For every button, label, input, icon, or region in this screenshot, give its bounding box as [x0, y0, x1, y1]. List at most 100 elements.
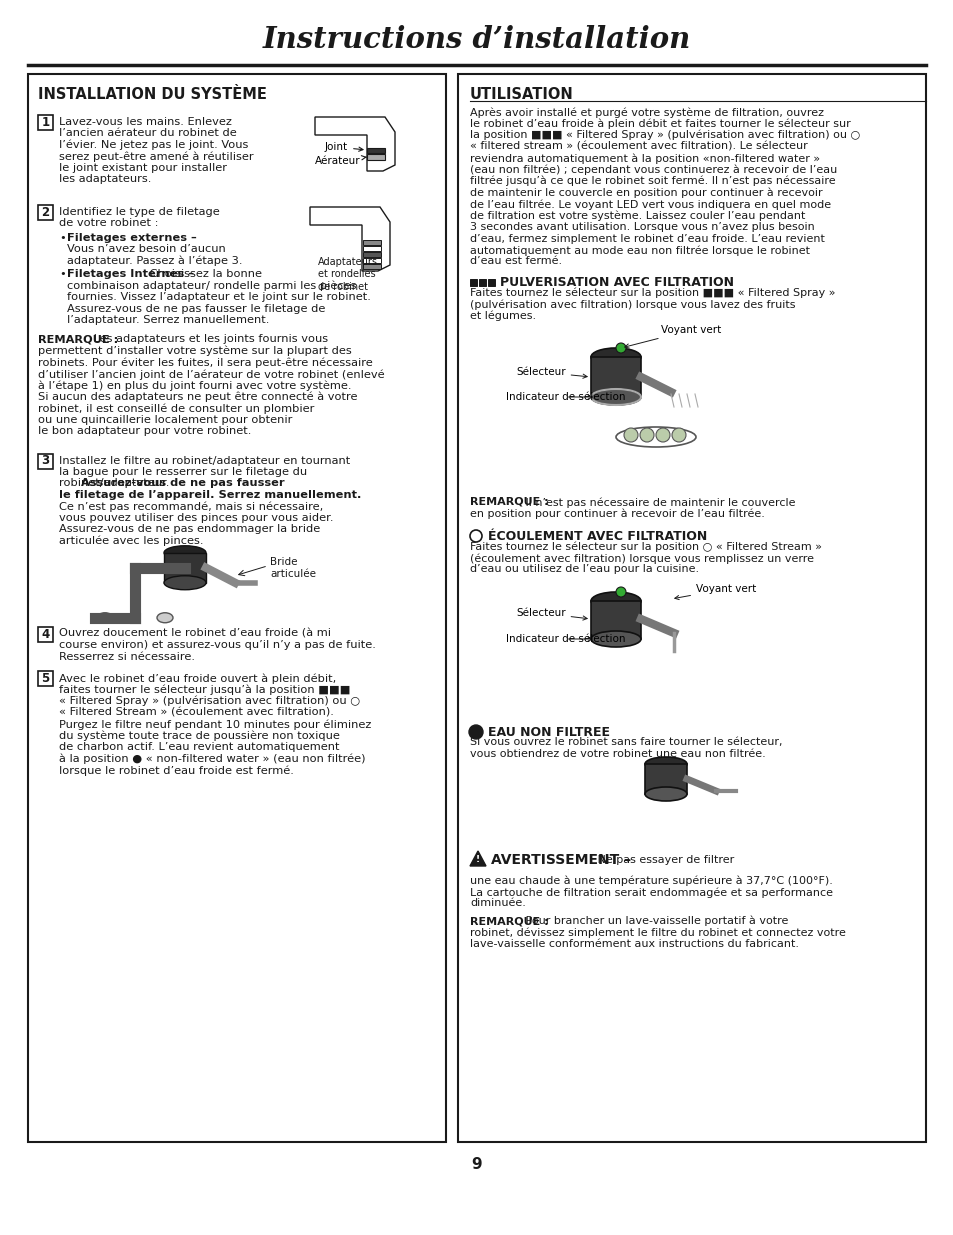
Ellipse shape	[590, 389, 640, 405]
Polygon shape	[470, 851, 485, 866]
Text: UTILISATION: UTILISATION	[470, 86, 573, 103]
Text: « filtered stream » (écoulement avec filtration). Le sélecteur: « filtered stream » (écoulement avec fil…	[470, 142, 807, 152]
Text: robinet, il est conseillé de consulter un plombier: robinet, il est conseillé de consulter u…	[38, 404, 314, 414]
Bar	[363, 252, 380, 257]
Circle shape	[671, 429, 685, 442]
Text: REMARQUE :: REMARQUE :	[470, 496, 548, 508]
Text: Identifiez le type de filetage: Identifiez le type de filetage	[59, 207, 219, 217]
Text: en position pour continuer à recevoir de l’eau filtrée.: en position pour continuer à recevoir de…	[470, 509, 764, 519]
Text: serez peut-être amené à réutiliser: serez peut-être amené à réutiliser	[59, 152, 253, 162]
Text: Sélecteur: Sélecteur	[516, 367, 586, 378]
Bar	[367, 154, 385, 161]
Text: d’utiliser l’ancien joint de l’aérateur de votre robinet (enlevé: d’utiliser l’ancien joint de l’aérateur …	[38, 369, 384, 379]
Text: fournies. Vissez l’adaptateur et le joint sur le robinet.: fournies. Vissez l’adaptateur et le join…	[67, 291, 371, 303]
Text: l’ancien aérateur du robinet de: l’ancien aérateur du robinet de	[59, 128, 236, 138]
Text: Si vous ouvrez le robinet sans faire tourner le sélecteur,: Si vous ouvrez le robinet sans faire tou…	[470, 737, 781, 747]
Ellipse shape	[590, 631, 640, 647]
Text: course environ) et assurez-vous qu’il n’y a pas de fuite.: course environ) et assurez-vous qu’il n’…	[59, 640, 375, 650]
Bar	[38, 626, 53, 641]
Text: diminuée.: diminuée.	[470, 899, 525, 909]
Text: d’eau ou utilisez de l’eau pour la cuisine.: d’eau ou utilisez de l’eau pour la cuisi…	[470, 564, 699, 574]
Text: Indicateur de sélection: Indicateur de sélection	[505, 391, 625, 403]
Text: 2: 2	[41, 206, 50, 219]
Text: ou une quincaillerie localement pour obtenir: ou une quincaillerie localement pour obt…	[38, 415, 292, 425]
Text: vous obtiendrez de votre robinet une eau non filtrée.: vous obtiendrez de votre robinet une eau…	[470, 748, 765, 760]
Bar	[164, 553, 206, 583]
Bar	[590, 601, 640, 638]
Text: !: !	[476, 856, 479, 864]
Text: Indicateur de sélection: Indicateur de sélection	[505, 634, 625, 643]
Text: automatiquement au mode eau non filtrée lorsque le robinet: automatiquement au mode eau non filtrée …	[470, 245, 809, 256]
Text: La cartouche de filtration serait endommagée et sa performance: La cartouche de filtration serait endomm…	[470, 887, 832, 898]
Circle shape	[616, 343, 625, 353]
Text: (pulvérisation avec filtration) lorsque vous lavez des fruits: (pulvérisation avec filtration) lorsque …	[470, 299, 795, 310]
Text: 9: 9	[471, 1157, 482, 1172]
Text: Voyant vert: Voyant vert	[624, 325, 720, 348]
Text: robinet/adaptateur.: robinet/adaptateur.	[59, 478, 172, 489]
Bar	[488, 279, 495, 287]
Bar	[478, 279, 485, 287]
Text: « Filtered Spray » (pulvérisation avec filtration) ou ○: « Filtered Spray » (pulvérisation avec f…	[59, 697, 359, 706]
Text: Bride
articulée: Bride articulée	[270, 557, 315, 579]
Text: le robinet d’eau froide à plein débit et faites tourner le sélecteur sur: le robinet d’eau froide à plein débit et…	[470, 119, 850, 128]
Text: « Filtered Stream » (écoulement avec filtration).: « Filtered Stream » (écoulement avec fil…	[59, 708, 334, 718]
Text: combinaison adaptateur/ rondelle parmi les pièces: combinaison adaptateur/ rondelle parmi l…	[67, 280, 356, 291]
Text: à la position ● « non-filtered water » (eau non filtrée): à la position ● « non-filtered water » (…	[59, 753, 365, 764]
Text: de charbon actif. L’eau revient automatiquement: de charbon actif. L’eau revient automati…	[59, 742, 339, 752]
Bar	[644, 764, 686, 794]
Text: le filetage de l’appareil. Serrez manuellement.: le filetage de l’appareil. Serrez manuel…	[59, 490, 361, 500]
Text: Assurez-vous de ne pas fausser le filetage de: Assurez-vous de ne pas fausser le fileta…	[67, 304, 325, 314]
Bar	[38, 205, 53, 220]
Text: de filtration est votre système. Laissez couler l’eau pendant: de filtration est votre système. Laissez…	[470, 210, 804, 221]
Text: Sélecteur: Sélecteur	[516, 608, 586, 620]
Text: Instructions d’installation: Instructions d’installation	[263, 25, 690, 54]
Text: Faites tournez le sélecteur sur la position ■■■ « Filtered Spray »: Faites tournez le sélecteur sur la posit…	[470, 288, 835, 298]
Ellipse shape	[590, 592, 640, 610]
Ellipse shape	[164, 546, 206, 559]
Text: Après avoir installé et purgé votre système de filtration, ouvrez: Après avoir installé et purgé votre syst…	[470, 107, 823, 117]
Text: Adaptateurs
et rondelles
de robinet: Adaptateurs et rondelles de robinet	[317, 257, 377, 291]
Text: la position ■■■ « Filtered Spray » (pulvérisation avec filtration) ou ○: la position ■■■ « Filtered Spray » (pulv…	[470, 130, 860, 141]
Text: l’adaptateur. Serrez manuellement.: l’adaptateur. Serrez manuellement.	[67, 315, 269, 325]
Text: Filetages externes –: Filetages externes –	[67, 233, 196, 243]
Text: Purgez le filtre neuf pendant 10 minutes pour éliminez: Purgez le filtre neuf pendant 10 minutes…	[59, 719, 371, 730]
Text: adaptateur. Passez à l’étape 3.: adaptateur. Passez à l’étape 3.	[67, 256, 242, 267]
Text: Choisissez la bonne: Choisissez la bonne	[146, 269, 262, 279]
Bar	[590, 357, 640, 396]
Text: lorsque le robinet d’eau froide est fermé.: lorsque le robinet d’eau froide est ferm…	[59, 764, 294, 776]
Bar	[363, 258, 380, 263]
Text: Filetages Internes –: Filetages Internes –	[67, 269, 193, 279]
Text: Assurez-vous de ne pas fausser: Assurez-vous de ne pas fausser	[81, 478, 284, 489]
Bar	[367, 148, 385, 153]
Text: Assurez-vous de ne pas endommager la bride: Assurez-vous de ne pas endommager la bri…	[59, 525, 320, 535]
Ellipse shape	[644, 757, 686, 771]
Text: et légumes.: et légumes.	[470, 310, 536, 321]
Text: filtrée jusqu’à ce que le robinet soit fermé. Il n’est pas nécessaire: filtrée jusqu’à ce que le robinet soit f…	[470, 177, 835, 186]
Ellipse shape	[97, 613, 112, 622]
FancyBboxPatch shape	[457, 74, 925, 1142]
Circle shape	[470, 530, 481, 542]
Text: Aérateur: Aérateur	[314, 156, 366, 165]
Text: Ouvrez doucement le robinet d’eau froide (à mi: Ouvrez doucement le robinet d’eau froide…	[59, 629, 331, 638]
Text: (écoulement avec filtration) lorsque vous remplissez un verre: (écoulement avec filtration) lorsque vou…	[470, 553, 813, 563]
Text: robinets. Pour éviter les fuites, il sera peut-être nécessaire: robinets. Pour éviter les fuites, il ser…	[38, 357, 373, 368]
Text: 3 secondes avant utilisation. Lorsque vous n’avez plus besoin: 3 secondes avant utilisation. Lorsque vo…	[470, 222, 814, 232]
Text: Joint: Joint	[325, 142, 363, 152]
Text: 3: 3	[41, 454, 50, 468]
Text: de maintenir le couvercle en position pour continuer à recevoir: de maintenir le couvercle en position po…	[470, 188, 821, 198]
Text: vous pouvez utiliser des pinces pour vous aider.: vous pouvez utiliser des pinces pour vou…	[59, 513, 334, 522]
Text: •: •	[59, 269, 66, 279]
Text: ÉCOULEMENT AVEC FILTRATION: ÉCOULEMENT AVEC FILTRATION	[488, 530, 706, 543]
Text: AVERTISSEMENT –: AVERTISSEMENT –	[491, 853, 631, 867]
Text: 4: 4	[41, 627, 50, 641]
Circle shape	[656, 429, 669, 442]
Text: REMARQUE :: REMARQUE :	[38, 335, 118, 345]
Circle shape	[469, 725, 482, 739]
Text: Resserrez si nécessaire.: Resserrez si nécessaire.	[59, 652, 194, 662]
Text: Avec le robinet d’eau froide ouvert à plein débit,: Avec le robinet d’eau froide ouvert à pl…	[59, 673, 335, 683]
Bar	[470, 279, 476, 287]
Text: de l’eau filtrée. Le voyant LED vert vous indiquera en quel mode: de l’eau filtrée. Le voyant LED vert vou…	[470, 199, 830, 210]
Ellipse shape	[164, 576, 206, 590]
Text: Ce n’est pas recommandé, mais si nécessaire,: Ce n’est pas recommandé, mais si nécessa…	[59, 501, 323, 513]
Text: du système toute trace de poussière non toxique: du système toute trace de poussière non …	[59, 730, 339, 741]
